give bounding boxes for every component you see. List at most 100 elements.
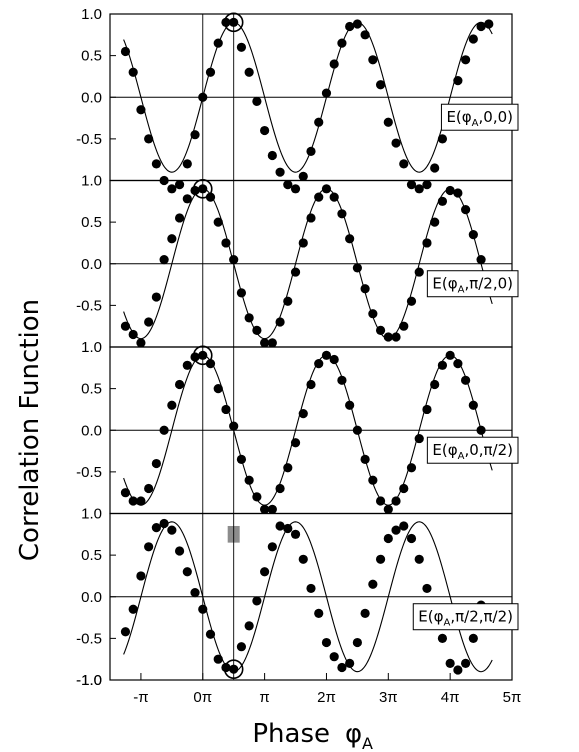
- data-point: [430, 379, 440, 390]
- data-point: [360, 30, 370, 40]
- data-point: [391, 138, 401, 148]
- data-point: [461, 658, 471, 668]
- data-point: [437, 134, 448, 144]
- panel-1: 1.0 0.5 0.0 -0.5 E(φA,0,0): [76, 6, 519, 194]
- data-point: [329, 192, 339, 202]
- data-point: [167, 234, 177, 244]
- data-point: [329, 59, 339, 69]
- data-point: [260, 338, 270, 348]
- data-point: [182, 159, 192, 169]
- data-point: [267, 150, 277, 161]
- data-point: [136, 105, 146, 115]
- data-point: [306, 583, 316, 594]
- data-point: [453, 359, 463, 369]
- y-tick-label: -1.0: [76, 672, 102, 689]
- legend-box: [426, 436, 519, 464]
- data-point: [399, 321, 409, 331]
- data-point: [190, 587, 200, 598]
- data-point: [329, 652, 339, 662]
- x-tick-label: -π: [133, 689, 148, 706]
- data-point: [399, 483, 409, 494]
- data-point: [476, 21, 486, 32]
- x-tick-label: π: [259, 689, 269, 706]
- data-point: [314, 359, 324, 369]
- data-point: [368, 55, 378, 65]
- data-point: [430, 217, 440, 227]
- data-point: [236, 454, 247, 464]
- x-tick-label: 2π: [317, 689, 336, 706]
- data-point: [383, 117, 393, 127]
- y-tick-label: 0.0: [81, 589, 102, 606]
- data-point: [236, 642, 247, 652]
- data-point: [476, 254, 486, 265]
- y-tick-label: 0.0: [81, 422, 102, 439]
- data-point: [221, 17, 231, 27]
- data-point: [267, 504, 277, 514]
- data-point: [213, 217, 223, 227]
- fit-curve: [123, 21, 493, 173]
- data-point: [399, 159, 409, 169]
- data-point: [290, 184, 301, 194]
- data-point: [391, 496, 401, 506]
- data-point: [368, 309, 378, 319]
- data-point: [445, 185, 455, 196]
- data-point: [422, 238, 432, 248]
- y-tick-label: -1.0: [76, 672, 102, 689]
- data-point: [360, 454, 370, 464]
- y-axis-title-group: Correlation Function: [15, 299, 45, 561]
- legend-box: [412, 603, 519, 631]
- data-point: [144, 483, 154, 494]
- data-point: [298, 238, 308, 248]
- data-point: [352, 637, 362, 648]
- data-point: [375, 496, 386, 506]
- data-point: [260, 504, 270, 514]
- data-point: [252, 96, 262, 107]
- x-tick-label: 0π: [193, 689, 212, 706]
- panel-2: 1.0 0.5 0.0 -0.5 E(φA,π/2,0): [76, 173, 519, 348]
- data-point: [329, 354, 339, 365]
- data-point: [244, 475, 254, 485]
- data-point: [352, 263, 362, 273]
- data-point: [167, 400, 177, 410]
- data-point: [360, 608, 370, 619]
- panels-layer: 1.0 0.5 0.0 -0.5 E(φA,0,0) 1.0 0.5 0.0 -0.5 E(φA,…: [76, 6, 519, 689]
- data-point: [151, 292, 161, 302]
- data-point: [174, 379, 185, 390]
- data-point: [159, 425, 169, 435]
- data-point: [260, 125, 270, 136]
- data-point: [298, 171, 308, 181]
- data-point: [275, 521, 285, 531]
- data-point: [453, 665, 463, 675]
- x-axis-title-symbol: φ: [345, 719, 362, 749]
- y-tick-label: 0.0: [81, 89, 102, 106]
- data-point: [182, 360, 192, 370]
- y-tick-label: 1.0: [81, 339, 102, 356]
- data-point: [360, 284, 370, 294]
- panel-3: 1.0 0.5 0.0 -0.5 E(φA,0,π/2): [76, 339, 519, 515]
- legend: E(φA,π/2,0): [426, 270, 519, 298]
- data-point: [406, 296, 417, 306]
- x-axis-title: Phase: [252, 719, 330, 749]
- data-point: [461, 375, 471, 385]
- data-point: [136, 496, 146, 506]
- data-point: [368, 475, 378, 485]
- data-point: [383, 332, 393, 342]
- data-point: [484, 19, 494, 29]
- data-point: [422, 583, 432, 594]
- data-point: [468, 633, 478, 643]
- data-point: [182, 567, 192, 577]
- data-point: [414, 554, 424, 564]
- data-point: [275, 483, 285, 494]
- legend: E(φA,0,π/2): [426, 436, 519, 464]
- data-point: [437, 196, 448, 206]
- data-point: [337, 209, 347, 219]
- data-point: [406, 463, 417, 473]
- data-point: [422, 180, 432, 190]
- data-point: [461, 55, 471, 65]
- data-point: [414, 184, 424, 194]
- data-point: [236, 42, 247, 52]
- y-axis-title: Correlation Function: [15, 299, 45, 561]
- legend-label: E(φA,0,π/2): [432, 441, 513, 462]
- data-point: [468, 230, 478, 240]
- data-point: [430, 163, 440, 173]
